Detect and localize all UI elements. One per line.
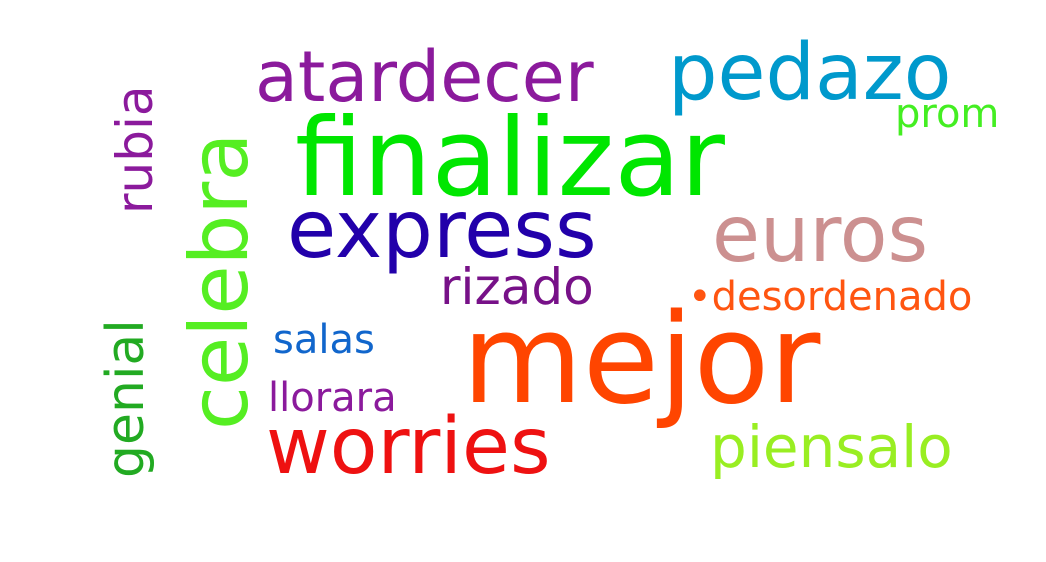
word-pedazo: pedazo [668,28,952,118]
word-express: express [287,183,597,276]
word-rizado: rizado [440,258,594,316]
word-finalizar: finalizar [295,96,725,221]
word-rubia: rubia [106,85,164,214]
word-llorara: llorara [268,375,397,421]
word-euros: euros [712,190,929,280]
word-genial: genial [96,319,156,478]
word-atardecer: atardecer [255,36,594,118]
word-prom: prom [895,91,1000,137]
word-mejor: mejor [462,288,821,432]
word-desordenado: •desordenado [688,274,973,320]
word-celebra: celebra [173,132,266,430]
word-worries: worries [266,402,551,492]
word-piensalo: piensalo [710,413,953,481]
word-salas: salas [273,317,375,363]
